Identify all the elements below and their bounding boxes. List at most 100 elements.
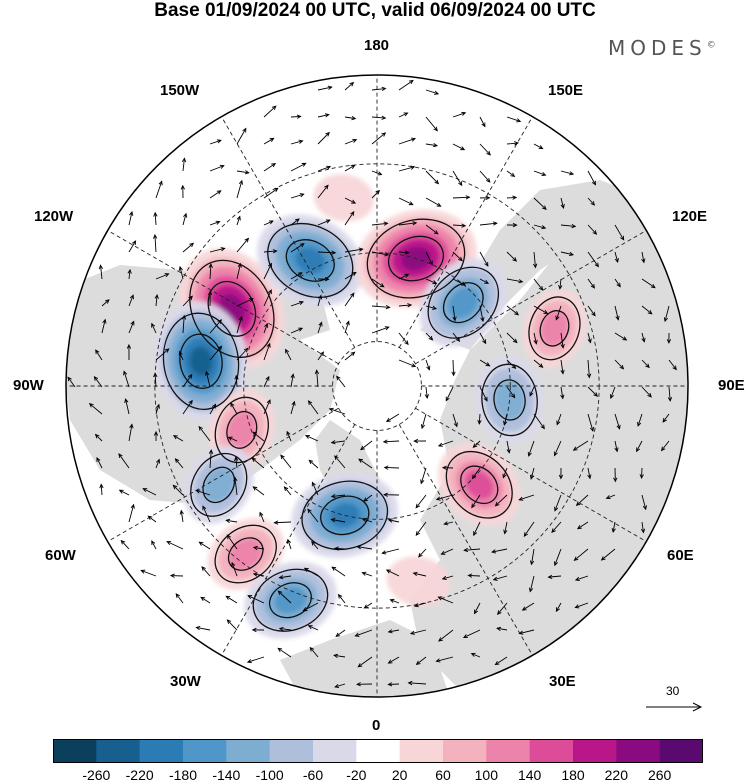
wind-arrow — [452, 143, 466, 151]
wind-arrow — [506, 332, 518, 344]
wind-arrow — [425, 116, 438, 132]
wind-arrow — [236, 262, 242, 280]
wind-arrow — [471, 494, 481, 509]
wind-arrow — [231, 561, 238, 577]
anomaly-blob — [227, 411, 257, 449]
wind-arrow — [236, 298, 254, 307]
wind-arrow — [317, 294, 323, 307]
lon-label-90w: 90W — [13, 377, 44, 394]
wind-arrow — [398, 221, 418, 226]
wind-arrow — [153, 430, 159, 442]
wind-arrow — [492, 575, 508, 581]
wind-arrow — [263, 105, 277, 118]
lon-label-0: 0 — [372, 717, 381, 734]
colorbar-tick-label: -140 — [212, 767, 241, 783]
wind-arrow — [93, 375, 103, 388]
wind-arrow — [407, 680, 427, 686]
wind-arrow — [558, 278, 563, 290]
wind-arrow — [371, 115, 387, 120]
wind-arrow — [371, 304, 391, 310]
wind-arrow — [252, 486, 265, 496]
wind-arrow — [479, 305, 485, 323]
vector-scale-arrow — [646, 702, 703, 712]
colorbar-segment — [139, 739, 184, 763]
wind-arrow — [344, 197, 357, 204]
wind-arrow — [233, 476, 238, 496]
wind-arrow — [195, 625, 211, 631]
wind-arrow — [155, 403, 160, 415]
wind-arrow — [639, 467, 644, 479]
wind-arrow — [371, 326, 390, 334]
wind-arrow — [290, 400, 296, 415]
wind-arrow — [371, 221, 389, 226]
wind-arrow — [209, 220, 221, 226]
wind-arrow — [533, 305, 549, 315]
wind-arrow — [551, 521, 562, 534]
wind-arrow — [462, 629, 481, 639]
wind-arrow — [98, 264, 104, 280]
wind-arrow — [611, 521, 616, 533]
meridian-line — [415, 407, 647, 542]
colorbar-segment — [356, 739, 400, 763]
wind-arrow — [575, 494, 589, 506]
wind-arrow — [425, 143, 439, 148]
wind-arrow — [88, 403, 103, 415]
wind-arrow — [533, 278, 544, 291]
wind-arrow — [280, 454, 292, 469]
wind-arrows — [67, 79, 677, 689]
wind-arrow — [503, 521, 508, 535]
wind-arrow — [555, 602, 562, 613]
wind-arrow — [398, 137, 417, 145]
wind-arrow — [182, 212, 188, 226]
contour-line — [202, 466, 236, 504]
wind-arrow — [263, 163, 277, 172]
wind-arrow — [198, 541, 211, 550]
contour-line — [493, 379, 526, 421]
colorbar-segment — [486, 739, 530, 763]
colorbar-tick-label: 260 — [647, 767, 672, 783]
anomaly-blob — [189, 346, 213, 376]
wind-arrow — [344, 271, 357, 280]
wind-arrow — [101, 299, 110, 307]
wind-arrow — [128, 294, 134, 307]
colorbar — [53, 739, 703, 763]
wind-arrow — [344, 81, 355, 91]
wind-arrow — [398, 112, 409, 118]
wind-arrow — [528, 575, 535, 593]
wind-arrow — [371, 170, 383, 176]
wind-arrow — [252, 545, 265, 551]
wind-arrow — [205, 370, 211, 388]
anomaly-blob — [386, 556, 451, 607]
wind-arrow — [614, 305, 620, 321]
lon-label-120e: 120E — [672, 208, 708, 225]
wind-arrow — [94, 433, 103, 442]
wind-arrow — [506, 305, 520, 316]
wind-arrow — [425, 170, 440, 185]
wind-arrow — [118, 453, 130, 469]
wind-arrow — [479, 143, 491, 156]
contour-line — [285, 239, 335, 282]
wind-arrow — [344, 164, 356, 172]
wind-arrow — [496, 626, 508, 631]
contour-line — [267, 222, 354, 298]
wind-arrow — [236, 215, 241, 226]
wind-arrow — [172, 484, 184, 496]
modes-logo: MODES© — [608, 36, 716, 60]
wind-arrow — [533, 170, 547, 177]
wind-arrow — [452, 111, 467, 118]
wind-arrow — [209, 403, 217, 415]
land-africa — [280, 620, 450, 697]
wind-arrow — [383, 465, 400, 470]
wind-arrow — [344, 138, 358, 145]
wind-arrow — [290, 218, 300, 226]
wind-arrow — [424, 386, 429, 399]
wind-arrow — [263, 399, 271, 415]
contour-line — [442, 282, 484, 324]
wind-arrow — [452, 251, 463, 262]
wind-arrow — [662, 413, 670, 423]
wind-arrow — [179, 509, 184, 523]
anomaly-blob — [448, 287, 479, 319]
contour-layer — [162, 218, 581, 632]
wind-arrow — [302, 602, 319, 612]
wind-arrow — [155, 348, 170, 361]
